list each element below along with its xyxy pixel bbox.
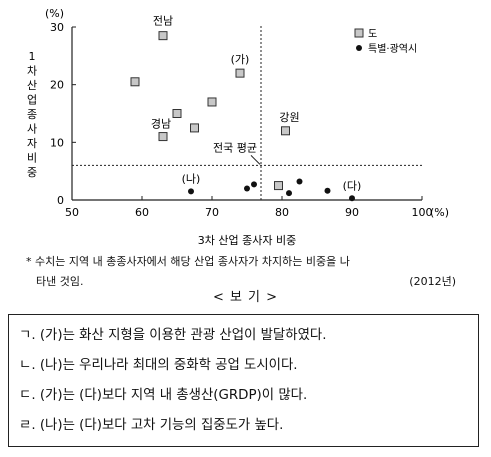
y-tick-label: 30: [50, 21, 64, 34]
bogi-title: < 보 기 >: [212, 290, 279, 305]
point-circle: [251, 181, 257, 188]
y-tick-label: 10: [50, 136, 64, 149]
reference-lines: 전국 평균: [72, 25, 422, 200]
point-square: [130, 77, 140, 87]
x-tick-label: 90: [345, 206, 359, 219]
point-square: [274, 181, 283, 191]
point-square: [172, 109, 182, 118]
legend-square-marker: [354, 28, 364, 38]
avg-label: 전국 평균: [213, 141, 257, 154]
x-unit-label: (%): [430, 206, 449, 219]
bogi-item-3: ㄷ. (가)는 (다)보다 지역 내 총생산(GRDP)이 많다.: [19, 388, 308, 403]
point-circle: [296, 178, 303, 185]
footnote-line-2-text: 타낸 것임.: [36, 275, 84, 288]
x-tick-label: 100: [412, 206, 433, 219]
bogi-item-1: ㄱ. (가)는 화산 지형을 이용한 관광 산업이 발달하였다.: [19, 328, 327, 343]
legend: 도특별·광역시: [354, 28, 417, 55]
point-square: [281, 126, 290, 136]
point-label: 강원: [279, 111, 299, 124]
data-points: [130, 31, 355, 202]
footnote-line-2: 타낸 것임. (2012년): [26, 272, 456, 292]
point-square: [235, 68, 245, 78]
point-label: 경남: [151, 118, 171, 131]
point-circle: [349, 195, 355, 202]
bogi-item-2: ㄴ. (나)는 우리나라 최대의 중화학 공업 도시이다.: [19, 358, 298, 373]
point-square: [190, 123, 199, 133]
y-tick-label: 20: [50, 79, 64, 92]
point-square: [158, 132, 168, 142]
point-label: (다): [343, 179, 362, 192]
footnote: * 수치는 지역 내 총종사자에서 해당 산업 종사자가 차지하는 비중을 나 …: [26, 252, 456, 292]
x-tick-label: 80: [275, 206, 289, 219]
x-axis-title: 3차 산업 종사자 비중: [198, 234, 296, 247]
point-label: (나): [182, 172, 201, 185]
point-circle: [188, 188, 194, 195]
point-square: [158, 31, 168, 41]
point-circle: [244, 185, 250, 192]
point-circle: [324, 187, 331, 194]
footnote-line-1: * 수치는 지역 내 총종사자에서 해당 산업 종사자가 차지하는 비중을 나: [26, 255, 350, 268]
x-tick-label: 70: [205, 206, 219, 219]
point-square: [207, 97, 217, 107]
legend-label: 도: [368, 29, 377, 40]
point-label: (가): [231, 53, 250, 66]
x-tick-label: 50: [65, 206, 79, 219]
point-circle: [286, 190, 292, 197]
y-unit-label: (%): [45, 7, 64, 20]
legend-circle-marker: [356, 45, 362, 51]
point-label: 전남: [153, 15, 173, 28]
y-tick-label: 0: [57, 194, 64, 207]
footnote-year: (2012년): [409, 275, 456, 288]
x-tick-label: 60: [135, 206, 149, 219]
avg-label-leader: [250, 155, 261, 165]
bogi-item-4: ㄹ. (나)는 (다)보다 고차 기능의 집중도가 높다.: [19, 418, 284, 433]
bogi-box: ㄱ. (가)는 화산 지형을 이용한 관광 산업이 발달하였다. ㄴ. (나)는…: [8, 314, 479, 447]
legend-label: 특별·광역시: [368, 43, 417, 55]
